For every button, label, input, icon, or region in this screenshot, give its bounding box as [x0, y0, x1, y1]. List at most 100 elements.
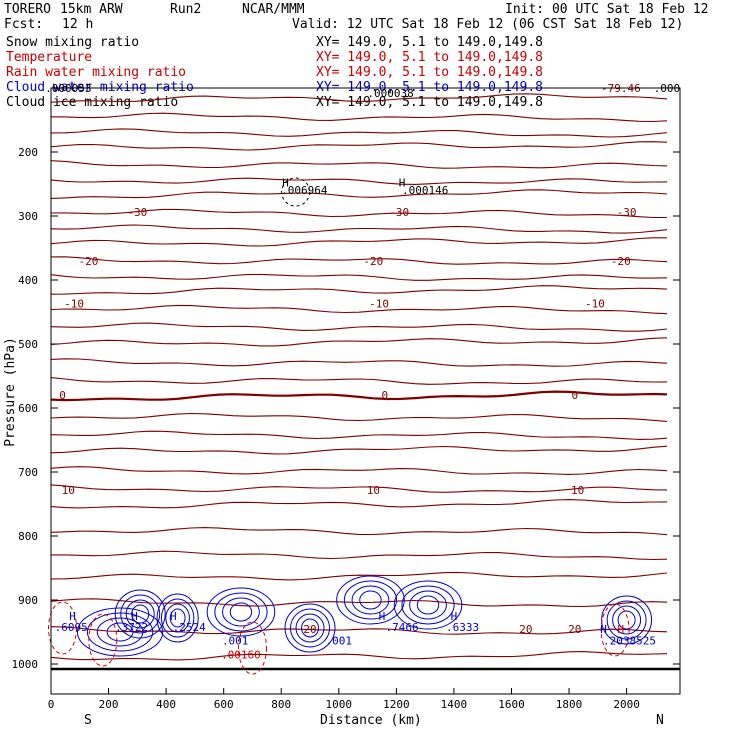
x-tick-label: 1000 — [326, 698, 353, 711]
isotherm-line — [50, 160, 668, 169]
cloud-water-contour — [351, 585, 390, 615]
isotherm-label: 20 — [568, 623, 581, 636]
cloud-water-contour — [617, 610, 636, 630]
init-time: Init: 00 UTC Sat 18 Feb 12 — [505, 2, 709, 17]
isotherm-line — [50, 466, 668, 475]
plot-frame — [50, 87, 681, 695]
isotherm-layer — [50, 93, 680, 671]
cloud-water-contour — [96, 617, 144, 647]
endpoint-left: S — [84, 713, 92, 728]
isotherm-label: -20 — [363, 255, 383, 268]
y-tick-label: 900 — [18, 594, 38, 607]
maximum-marker: H — [379, 610, 386, 623]
isotherm-label: 0 — [382, 389, 389, 402]
rain-water-contour — [48, 601, 78, 655]
cloud-water-contour — [114, 589, 166, 639]
isotherm-label: 20 — [303, 623, 316, 636]
cloud-layer — [48, 177, 653, 675]
isotherm-label: 10 — [62, 484, 75, 497]
cloud-water-contour — [229, 602, 253, 622]
cloud-water-contour — [86, 612, 154, 652]
y-tick-label: 400 — [18, 274, 38, 287]
isotherm-label: -30 — [127, 206, 147, 219]
valid-time: Valid: 12 UTC Sat 18 Feb 12 (06 CST Sat … — [292, 17, 683, 32]
field-snow-name: Snow mixing ratio — [6, 35, 139, 50]
isotherm-line — [50, 208, 667, 219]
rain-water-contour — [237, 621, 267, 675]
maximum-marker: H — [451, 610, 458, 623]
field-temperature-name: Temperature — [6, 50, 92, 65]
cloud-water-value-label: .001 — [222, 634, 249, 647]
isotherm-line — [50, 273, 668, 281]
x-tick-label: 600 — [214, 698, 234, 711]
rain-water-contour — [88, 613, 118, 667]
field-rain-name: Rain water mixing ratio — [6, 65, 186, 80]
x-tick-label: 1800 — [556, 698, 583, 711]
isotherm-line — [50, 189, 668, 199]
isotherm-line — [50, 430, 668, 440]
isotherm-line — [50, 499, 668, 509]
isotherm-line — [50, 484, 668, 493]
y-tick-label: 800 — [18, 530, 38, 543]
org-label: NCAR/MMM — [242, 2, 305, 17]
isotherm-label: -30 — [617, 206, 637, 219]
field-snow-xy: XY= 149.0, 5.1 to 149.0,149.8 — [316, 35, 543, 50]
cloud-water-contour — [336, 575, 405, 625]
isotherm-line — [50, 598, 668, 608]
cloud-water-contour — [165, 603, 190, 633]
x-tick-label: 400 — [156, 698, 176, 711]
cloud-water-value-label: .6333 — [446, 621, 479, 634]
isotherm-line — [50, 177, 668, 185]
cloud-water-value-label: .2524 — [173, 621, 206, 634]
maximum-marker: H — [618, 623, 625, 636]
isotherm-line — [50, 390, 668, 402]
isotherm-line — [50, 112, 668, 123]
y-tick-label: 1000 — [12, 658, 39, 671]
ice-contour — [281, 177, 311, 207]
y-tick-label: 600 — [18, 402, 38, 415]
isotherm-line — [50, 377, 668, 385]
isotherm-line — [50, 445, 668, 455]
y-tick-label: 200 — [18, 146, 38, 159]
cloud-water-contour — [606, 600, 647, 640]
cloud-water-contour — [160, 598, 195, 638]
isotherm-line — [50, 651, 668, 661]
cloud-water-contour — [301, 618, 320, 638]
isotherm-label: -30 — [389, 206, 409, 219]
ice-value-label: .006964 — [281, 184, 328, 197]
isotherm-line — [50, 256, 668, 265]
model-resolution: 15km ARW — [60, 2, 123, 17]
ice-value-label: .000038 — [367, 87, 413, 100]
forecast-hour: 12 h — [62, 17, 93, 32]
field-cloud-ice-name: Cloud ice mixing ratio — [6, 95, 178, 110]
y-tick-label: 500 — [18, 338, 38, 351]
maximum-marker: H — [131, 610, 138, 623]
isotherm-line — [50, 93, 668, 103]
x-tick-label: 200 — [99, 698, 119, 711]
rain-water-contour — [600, 603, 630, 657]
isotherm-label: -10 — [585, 298, 605, 311]
field-rain-xy: XY= 149.0, 5.1 to 149.0,149.8 — [316, 65, 543, 80]
isotherm-line — [50, 304, 668, 315]
isotherm-line — [50, 224, 668, 234]
cloud-water-contour — [295, 613, 325, 643]
isotherm-line — [50, 322, 668, 332]
isotherm-line — [50, 285, 668, 295]
cloud-water-contour — [359, 590, 382, 610]
isotherm-label: 20 — [519, 623, 532, 636]
isotherm-label: 0 — [571, 389, 578, 402]
isotherm-label: -20 — [78, 255, 98, 268]
maximum-marker: H — [282, 177, 289, 190]
y-tick-label: 700 — [18, 466, 38, 479]
forecast-label: Fcst: — [4, 17, 43, 32]
maximum-marker: H — [170, 610, 177, 623]
cloud-water-contour — [214, 592, 268, 632]
x-tick-label: 800 — [271, 698, 291, 711]
maximum-marker: H — [69, 610, 76, 623]
cloud-water-contour — [76, 607, 164, 657]
isotherm-line — [50, 412, 668, 422]
axes-layer: 0 200 400 600 800 1000 1200 1400 1600 1800 2000200… — [12, 146, 680, 711]
cloud-water-contour — [401, 585, 455, 625]
isotherm-line — [50, 337, 668, 347]
rain-value-label: .00160 — [221, 648, 261, 661]
